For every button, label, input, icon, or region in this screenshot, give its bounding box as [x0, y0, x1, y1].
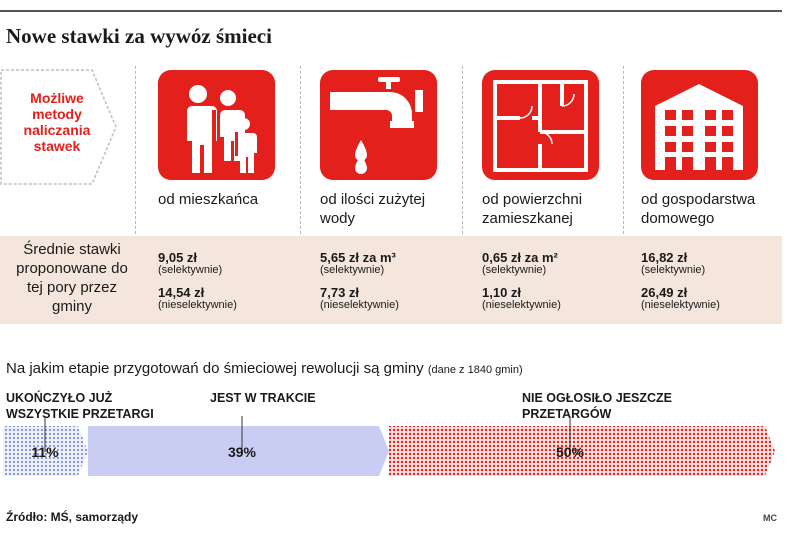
- rate-nonselective-water-usage: 7,73 zł: [320, 285, 360, 300]
- stage-bar-chart: 11% 39% 50%: [3, 416, 775, 476]
- source-note: Źródło: MŚ, samorządy: [6, 510, 139, 524]
- rates-band: [0, 236, 782, 324]
- building-icon: [641, 70, 758, 180]
- family-icon: [158, 70, 275, 180]
- bar-value-label: 11%: [31, 444, 59, 460]
- rate-note-nonselective: (nieselektywnie): [641, 299, 720, 311]
- rate-selective-water-usage: 5,65 zł za m³: [320, 250, 396, 265]
- rate-note-nonselective: (nieselektywnie): [320, 299, 399, 311]
- method-label-floor-area: od powierzchni zamieszkanej: [482, 191, 583, 227]
- bar-segment-in-progress: [87, 426, 390, 476]
- rate-nonselective-per-resident: 14,54 zł: [158, 285, 205, 300]
- method-label-household: od gospodarstwa domowego: [641, 191, 756, 227]
- rate-note-nonselective: (nieselektywnie): [482, 299, 561, 311]
- bar-value-label: 50%: [556, 444, 585, 460]
- method-label-water-usage: od ilości zużytej wody: [320, 191, 426, 227]
- rate-note-selective: (selektywnie): [482, 264, 547, 276]
- chart-subtitle: (dane z 1840 gmin): [427, 364, 523, 376]
- rates-label: Średnie stawki proponowane do tej pory p…: [16, 241, 128, 315]
- rate-note-selective: (selektywnie): [158, 264, 223, 276]
- rate-note-nonselective: (nieselektywnie): [158, 299, 237, 311]
- column-separator: [300, 66, 301, 324]
- column-separator: [135, 66, 136, 324]
- floor-plan-icon: [482, 70, 599, 180]
- chart-title: Na jakim etapie przygotowań do śmieciowe…: [6, 360, 523, 377]
- column-separator: [462, 66, 463, 324]
- rate-selective-household: 16,82 zł: [641, 250, 688, 265]
- rate-selective-per-resident: 9,05 zł: [158, 250, 198, 265]
- rate-note-selective: (selektywnie): [641, 264, 706, 276]
- category-label-in-progress: JEST W TRAKCIE: [210, 391, 316, 405]
- rate-nonselective-floor-area: 1,10 zł: [482, 285, 522, 300]
- bar-segment-not-announced: [389, 426, 775, 476]
- page-title: Nowe stawki za wywóz śmieci: [6, 24, 272, 48]
- top-rule: [0, 10, 782, 12]
- column-separator: [623, 66, 624, 324]
- rate-nonselective-household: 26,49 zł: [641, 285, 688, 300]
- category-label-not-announced: NIE OGŁOSIŁO JESZCZE PRZETARGÓW: [522, 391, 673, 421]
- rate-selective-floor-area: 0,65 zł za m²: [482, 250, 558, 265]
- method-label-per-resident: od mieszkańca: [158, 191, 259, 208]
- author-credit: MC: [763, 513, 777, 523]
- bar-value-label: 39%: [228, 444, 257, 460]
- rate-note-selective: (selektywnie): [320, 264, 385, 276]
- chart-title-text: Na jakim etapie przygotowań do śmieciowe…: [6, 360, 424, 377]
- faucet-icon: [320, 70, 437, 180]
- category-label-completed: UKOŃCZYŁO JUŻ WSZYSTKIE PRZETARGI: [6, 391, 154, 421]
- methods-arrow-shape: [0, 69, 117, 185]
- methods-label: Możliwe metody naliczania stawek: [23, 90, 91, 154]
